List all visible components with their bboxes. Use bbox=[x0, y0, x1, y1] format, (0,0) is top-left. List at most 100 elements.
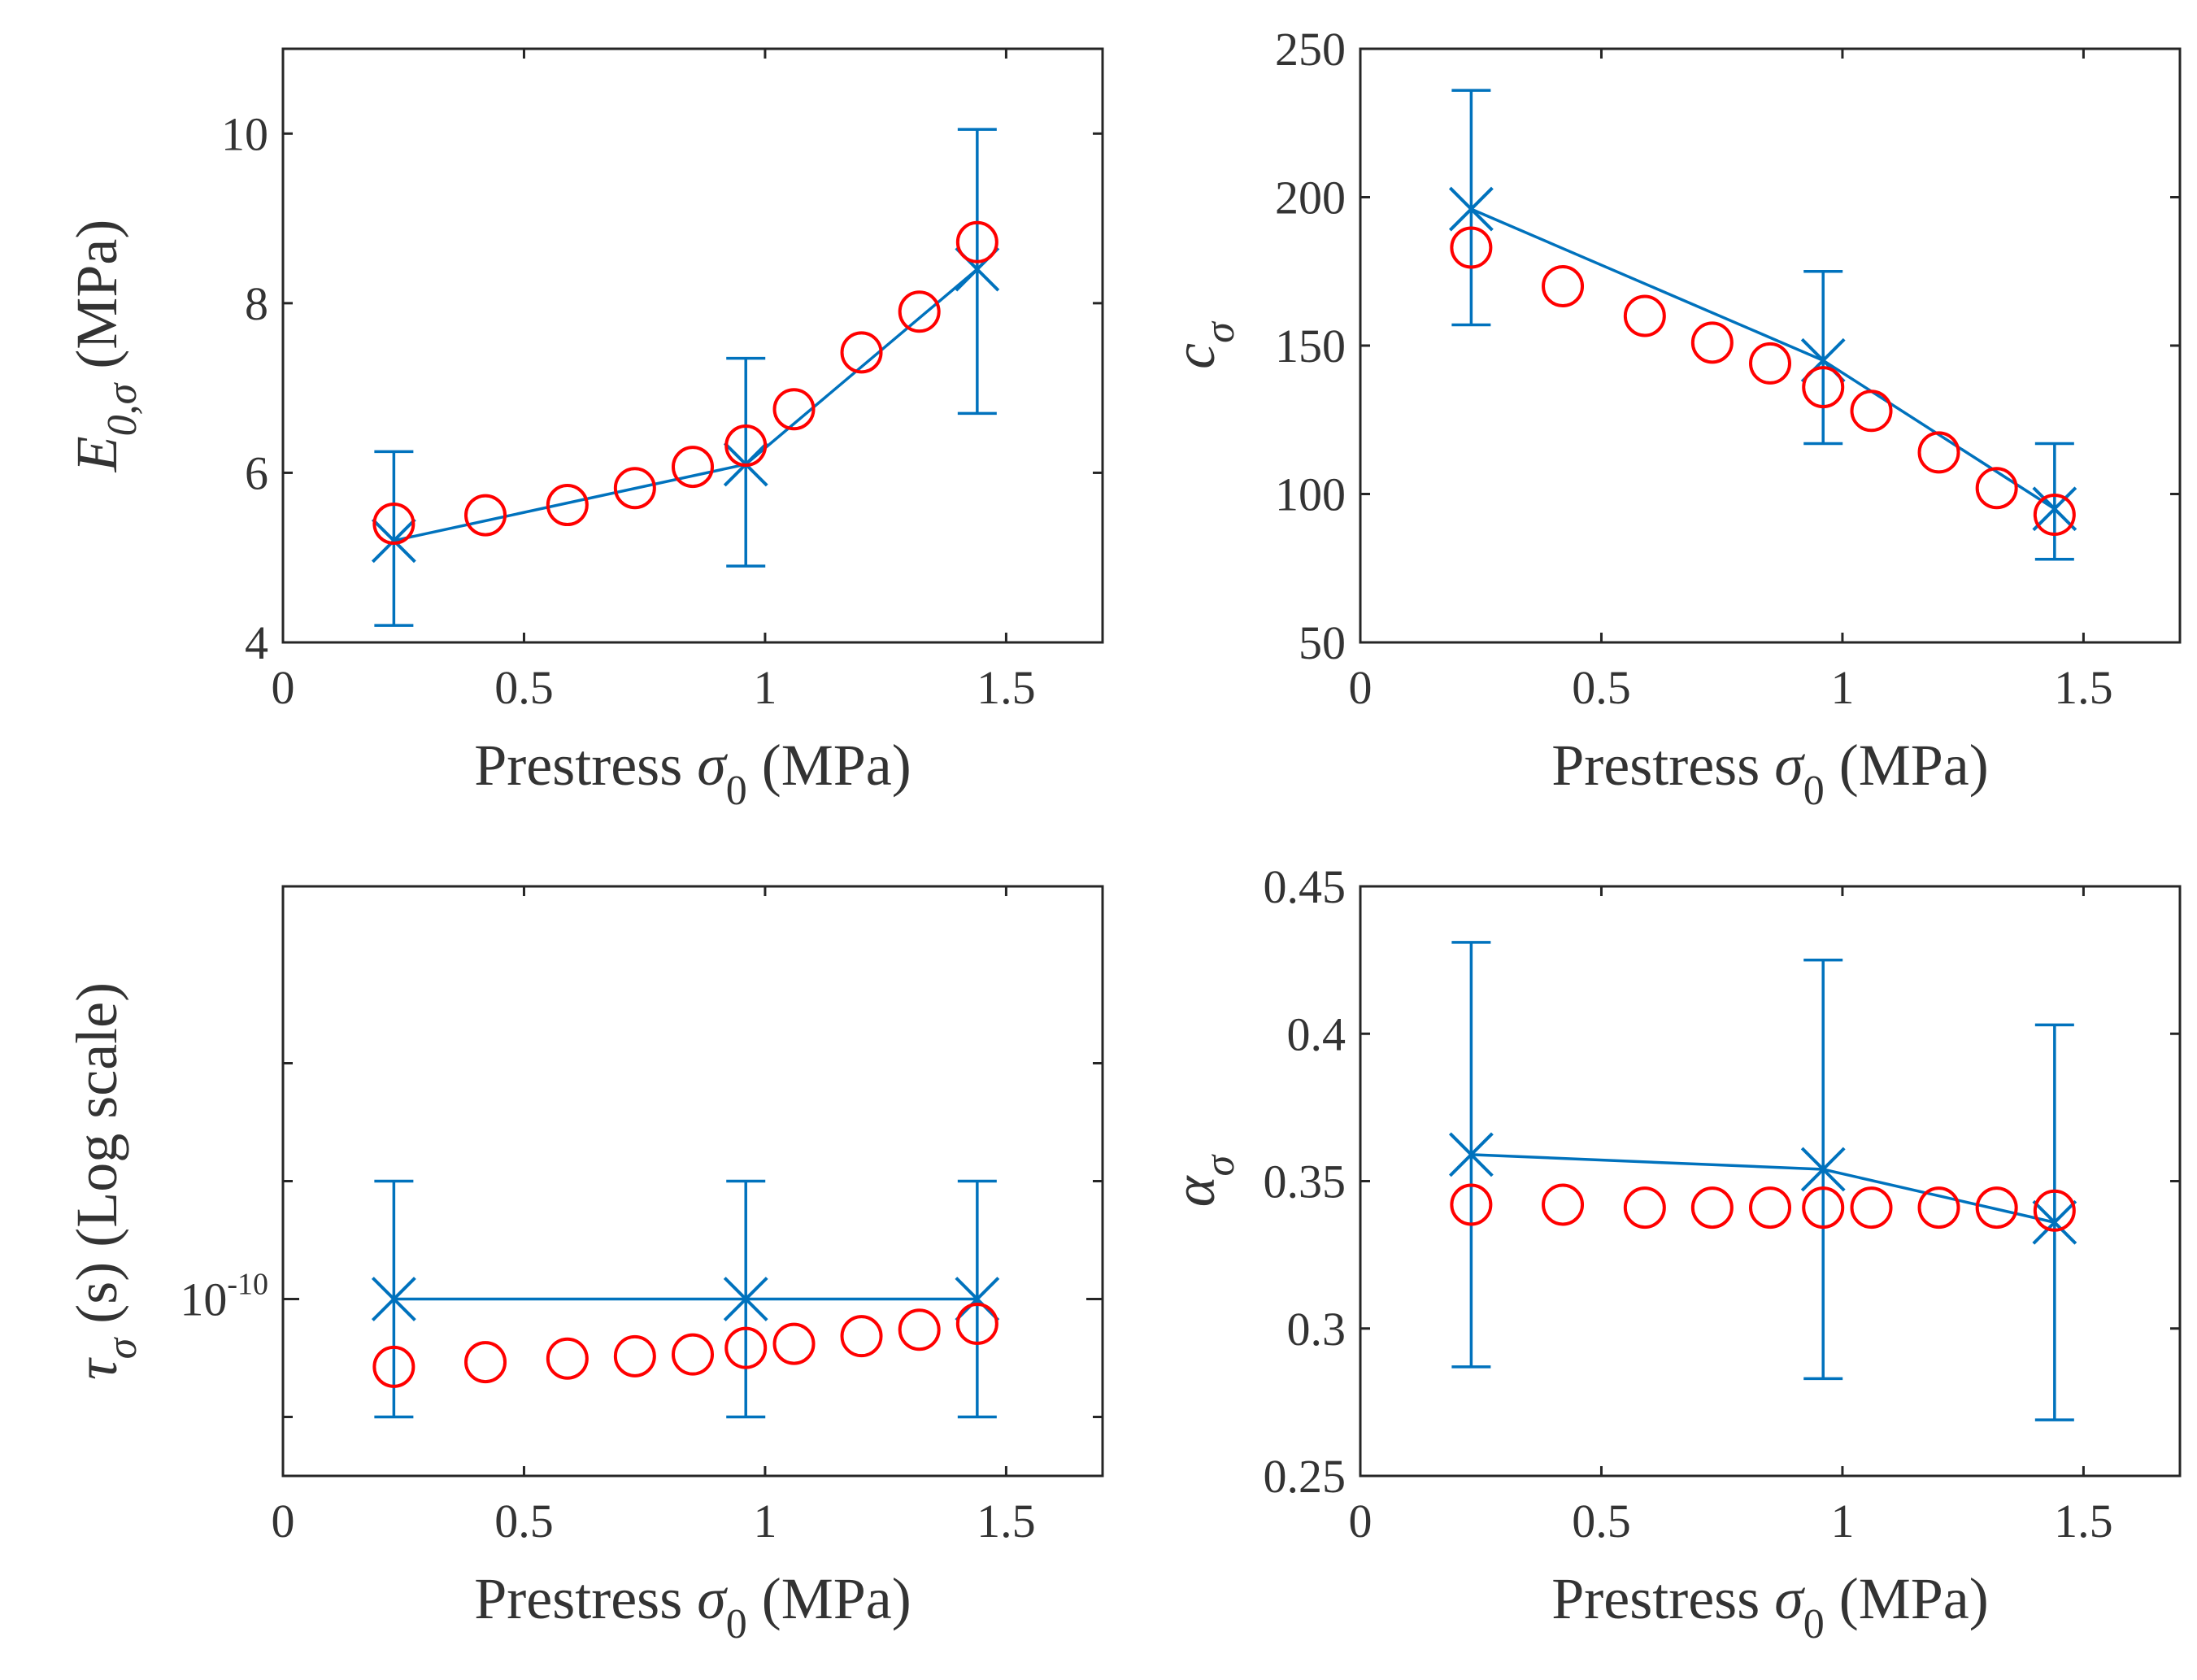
x-axis-label: Prestress σ0 (MPa) bbox=[1551, 733, 1988, 814]
circle-marker bbox=[840, 331, 883, 374]
y-tick-label: 0.35 bbox=[1264, 1156, 1346, 1208]
circle-marker bbox=[840, 1315, 883, 1358]
y-tick-label: 10 bbox=[221, 107, 268, 160]
circle-marker bbox=[1802, 1186, 1845, 1230]
x-tick-label: 1 bbox=[1830, 1495, 1854, 1547]
y-tick-label: 250 bbox=[1275, 23, 1346, 76]
axes-box bbox=[1359, 885, 2182, 1478]
circle-marker bbox=[1749, 1186, 1791, 1230]
circle-marker bbox=[2033, 1189, 2076, 1232]
x-tick-label: 0.5 bbox=[494, 1495, 554, 1547]
y-tick-label: 0.25 bbox=[1264, 1450, 1346, 1503]
series-measured bbox=[372, 1302, 998, 1388]
circle-marker bbox=[613, 1334, 656, 1378]
panel-bottom-right: 0 0.5 1 1.5 0.25 0.3 0.35 0.4 0.45 Prestress σ0 (… bbox=[1162, 860, 2182, 1647]
circle-marker bbox=[1917, 431, 1960, 474]
circle-marker bbox=[1850, 1186, 1893, 1230]
circle-marker bbox=[898, 290, 941, 333]
circle-marker bbox=[1975, 467, 2018, 510]
x-marker bbox=[371, 518, 416, 564]
circle-marker bbox=[372, 1345, 415, 1388]
y-tick-label: 8 bbox=[245, 277, 268, 330]
circle-marker bbox=[464, 494, 507, 537]
circle-marker bbox=[772, 1322, 816, 1365]
x-axis-label: Prestress σ0 (MPa) bbox=[474, 1566, 911, 1647]
y-axis-label: cσ bbox=[1162, 320, 1243, 369]
x-marker bbox=[2032, 1199, 2077, 1245]
circle-marker bbox=[955, 1302, 998, 1345]
series-fitted bbox=[371, 128, 1000, 627]
circle-marker bbox=[1690, 1186, 1734, 1230]
x-tick-label: 1 bbox=[753, 1495, 777, 1547]
series-fitted bbox=[1448, 89, 2077, 561]
x-axis-label: Prestress σ0 (MPa) bbox=[1551, 1566, 1988, 1647]
circle-marker bbox=[1542, 265, 1585, 307]
y-tick-label: 50 bbox=[1299, 616, 1346, 669]
x-tick-label: 1.5 bbox=[977, 661, 1036, 714]
circle-marker bbox=[672, 446, 714, 489]
series-fitted bbox=[1448, 941, 2077, 1421]
circle-marker bbox=[1450, 1183, 1493, 1226]
y-tick-label: 200 bbox=[1275, 172, 1346, 224]
y-tick-label: 0.4 bbox=[1287, 1008, 1346, 1060]
x-tick-label: 0.5 bbox=[494, 661, 554, 714]
x-marker bbox=[723, 1277, 768, 1321]
x-marker bbox=[1448, 1132, 1494, 1177]
series-measured bbox=[1450, 1183, 2076, 1232]
panel-top-left: 0 0.5 1 1.5 4 6 8 10 Prestress σ0 (MPa) E0,σ (MPa… bbox=[64, 47, 1104, 814]
y-axis-label: ασ bbox=[1162, 1153, 1243, 1207]
x-axis-label: Prestress σ0 (MPa) bbox=[474, 733, 911, 814]
circle-marker bbox=[772, 388, 816, 431]
y-axis-label: E0,σ (MPa) bbox=[64, 220, 146, 473]
circle-marker bbox=[2033, 494, 2076, 537]
x-tick-label: 1 bbox=[753, 661, 777, 714]
x-tick-label: 0.5 bbox=[1572, 1495, 1631, 1547]
circle-marker bbox=[546, 484, 589, 527]
x-tick-label: 1.5 bbox=[2054, 661, 2113, 714]
y-tick-label: 4 bbox=[245, 616, 268, 669]
x-tick-label: 0 bbox=[1349, 1495, 1373, 1547]
circle-marker bbox=[1690, 321, 1734, 364]
series-line bbox=[394, 268, 978, 542]
y-tick-label: 0.45 bbox=[1264, 860, 1346, 913]
series-measured bbox=[372, 220, 998, 545]
y-tick-label: 100 bbox=[1275, 468, 1346, 521]
circle-marker bbox=[1749, 342, 1791, 385]
circle-marker bbox=[955, 220, 998, 263]
circle-marker bbox=[898, 1308, 941, 1351]
circle-marker bbox=[1802, 366, 1845, 409]
y-tick-label: 0.3 bbox=[1287, 1303, 1346, 1356]
y-tick-label: 10-10 bbox=[180, 1268, 268, 1326]
circle-marker bbox=[1542, 1183, 1585, 1226]
y-tick-label: 6 bbox=[245, 446, 268, 499]
series-fitted bbox=[371, 1179, 1000, 1419]
x-tick-label: 1 bbox=[1830, 661, 1854, 714]
x-marker bbox=[2032, 486, 2077, 532]
circle-marker bbox=[546, 1337, 589, 1380]
circle-marker bbox=[724, 1326, 768, 1369]
x-marker bbox=[1800, 1147, 1846, 1192]
x-marker bbox=[955, 1277, 1000, 1321]
circle-marker bbox=[1450, 226, 1493, 269]
axes-box bbox=[1359, 47, 2182, 644]
x-tick-label: 0 bbox=[272, 661, 295, 714]
y-tick-label: 150 bbox=[1275, 320, 1346, 372]
x-tick-label: 0 bbox=[1349, 661, 1373, 714]
x-tick-label: 0.5 bbox=[1572, 661, 1631, 714]
circle-marker bbox=[464, 1341, 507, 1384]
x-tick-label: 1.5 bbox=[2054, 1495, 2113, 1547]
circle-marker bbox=[372, 503, 415, 545]
series-measured bbox=[1450, 226, 2076, 537]
circle-marker bbox=[1975, 1186, 2018, 1230]
x-marker bbox=[371, 1277, 416, 1321]
panel-top-right: 0 0.5 1 1.5 50 100 150 200 250 Prestress σ0 (MPa)… bbox=[1162, 23, 2182, 814]
circle-marker bbox=[1623, 1186, 1666, 1230]
circle-marker bbox=[672, 1333, 714, 1376]
axes-box bbox=[281, 47, 1104, 644]
circle-marker bbox=[1623, 294, 1666, 337]
x-tick-label: 1.5 bbox=[977, 1495, 1036, 1547]
circle-marker bbox=[1917, 1186, 1960, 1230]
panel-bottom-left: 0 0.5 1 1.5 10-10 Prestress σ0 (MPa) τσ (s) (L… bbox=[64, 885, 1104, 1647]
circle-marker bbox=[724, 424, 768, 468]
